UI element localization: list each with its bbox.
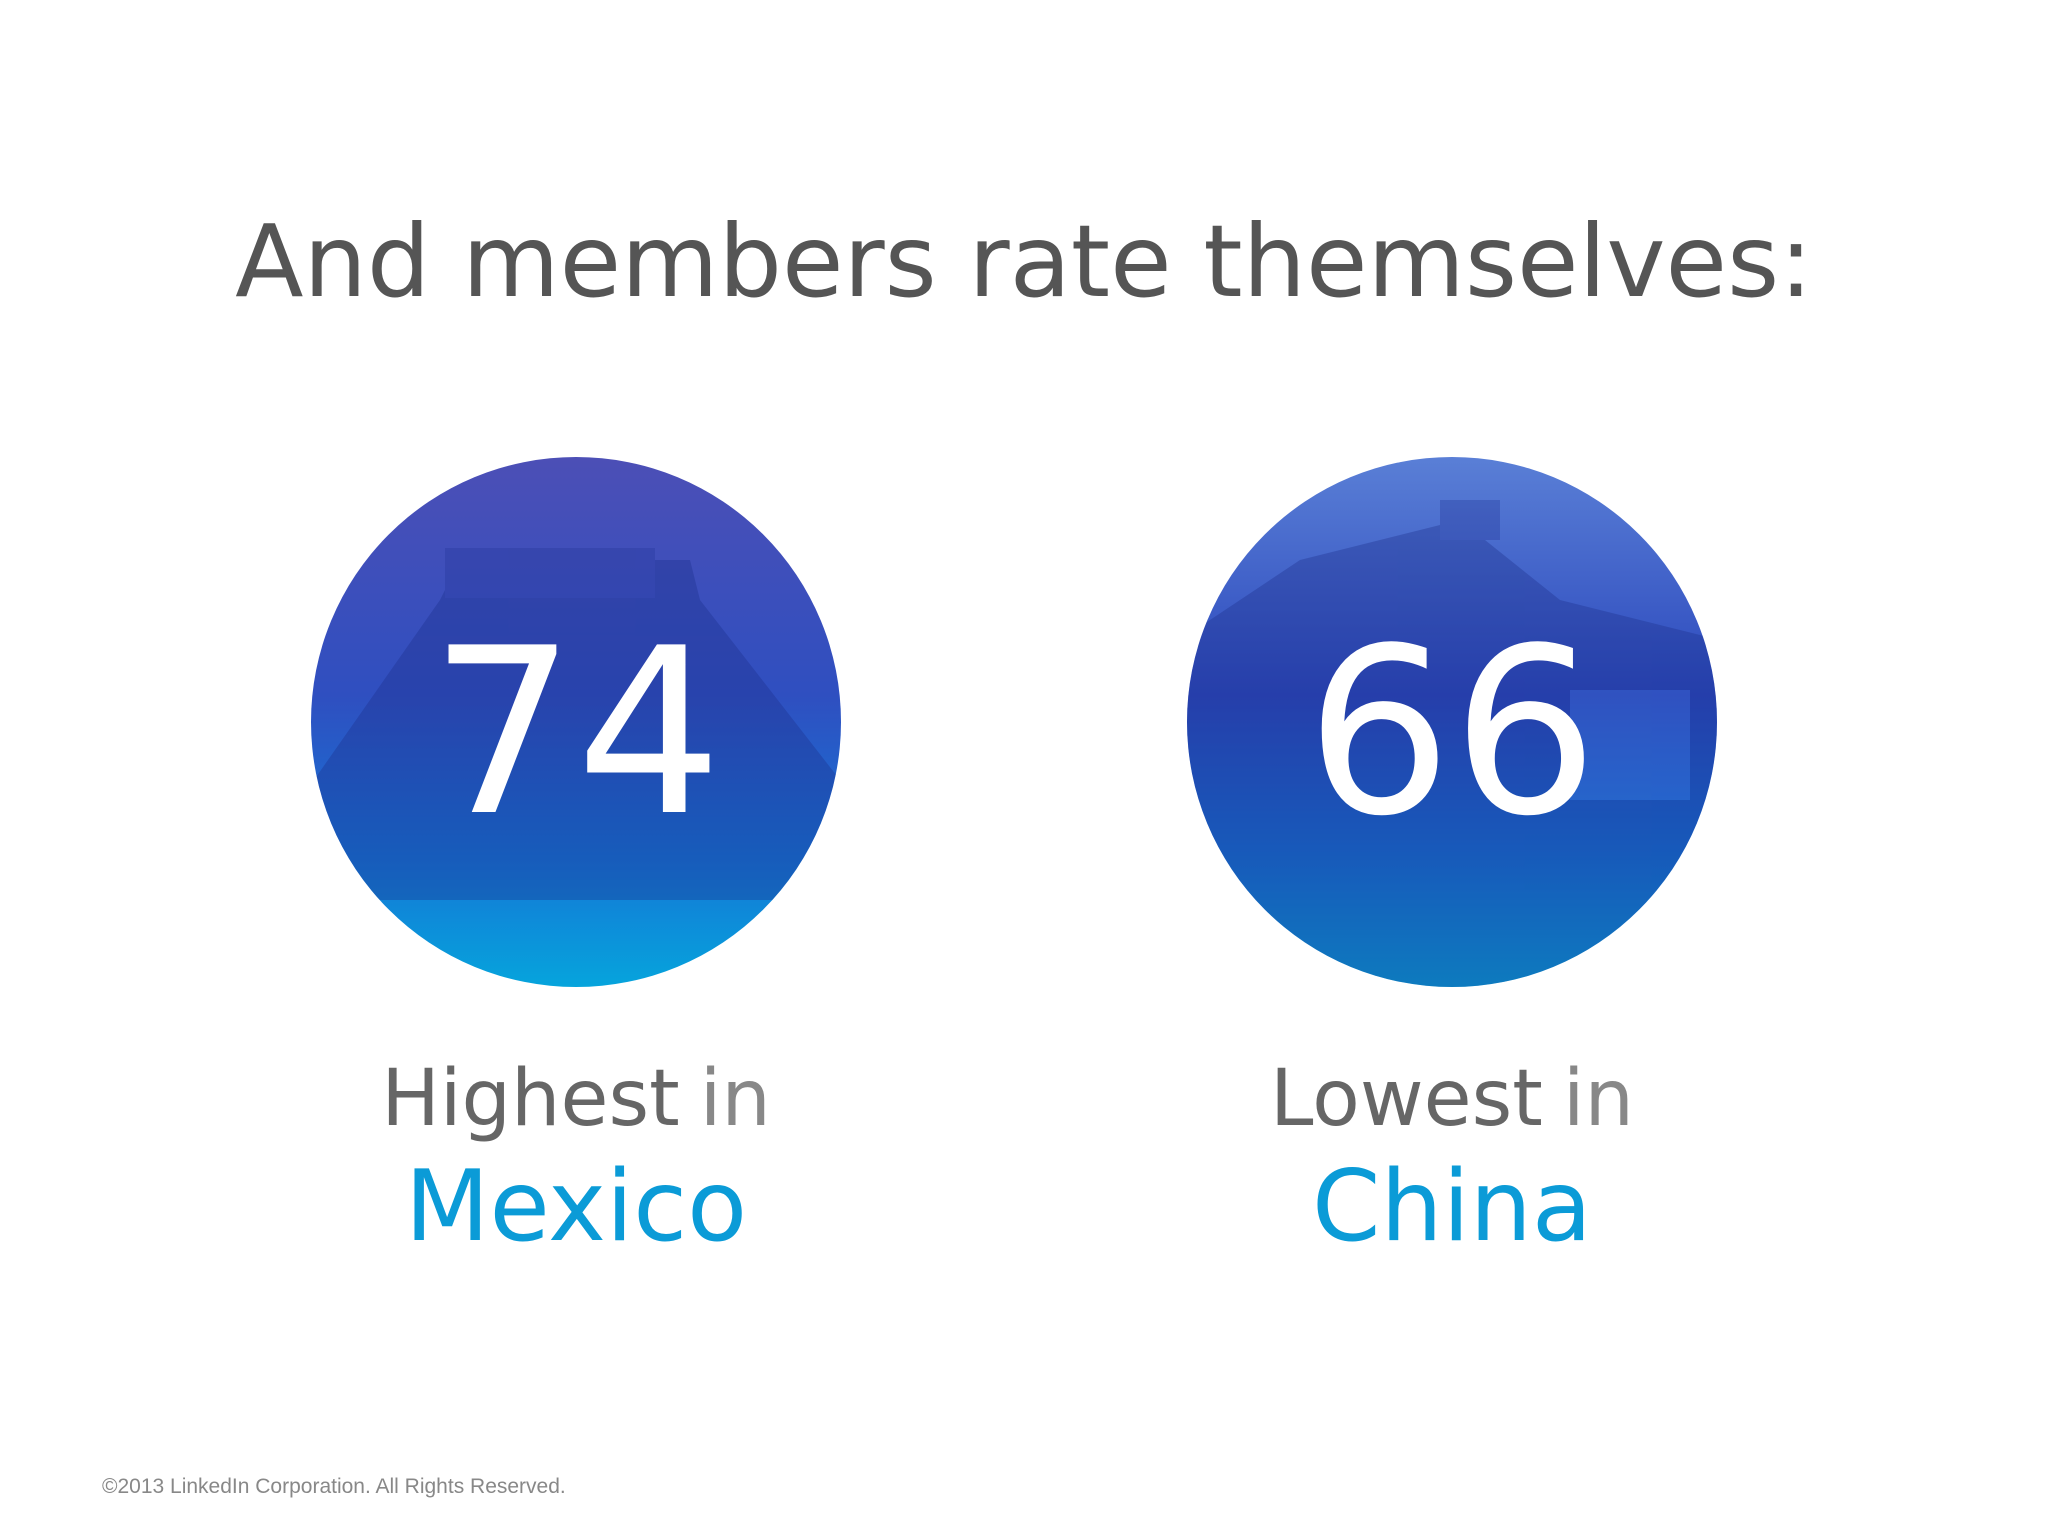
place: Mexico [405,1150,747,1264]
label-strong: Lowest [1270,1054,1543,1144]
label-rest: in [1563,1054,1634,1144]
footer: ©2013 LinkedIn Corporation. All Rights R… [102,1475,566,1498]
label-strong: Highest [381,1054,679,1144]
stat-label: Highest in [381,1054,771,1144]
photo-circle [1187,457,1717,987]
photo-circle [311,457,841,987]
label-rest: in [700,1054,771,1144]
place: China [1312,1150,1592,1264]
stat-label: Lowest in [1270,1054,1634,1144]
wall-silhouette [1187,500,1717,987]
stat-value: 74 [430,600,723,867]
title: And members rate themselves: [235,203,1813,320]
pyramid-silhouette [311,548,840,900]
stat-value: 66 [1306,600,1599,867]
